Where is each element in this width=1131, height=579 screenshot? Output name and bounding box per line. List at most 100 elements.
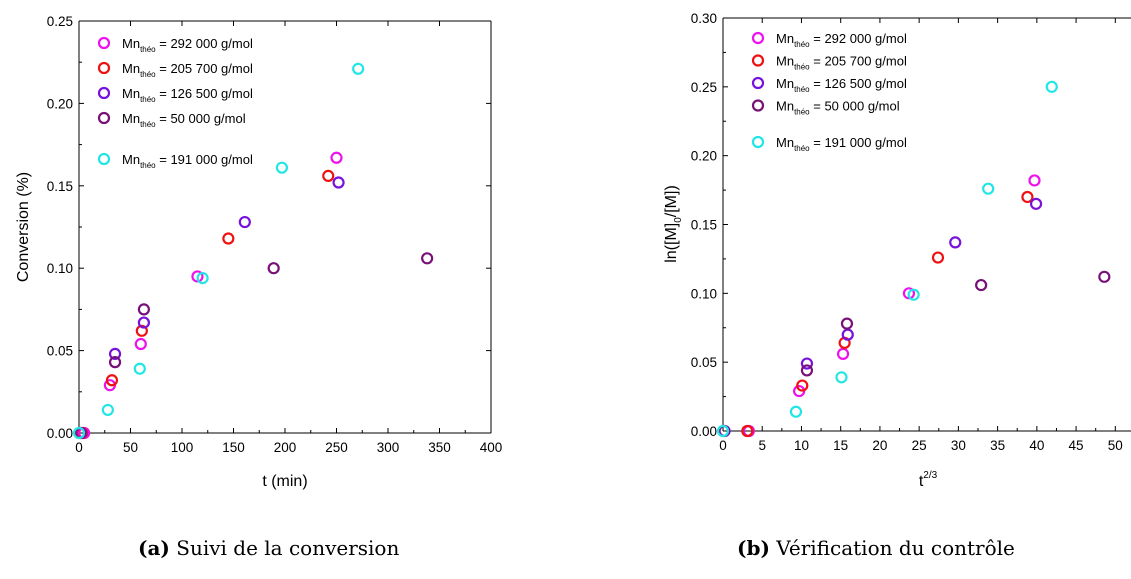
chart-2-legend-label: Mnthéo = 292 000 g/mol — [776, 31, 907, 49]
chart-1-series-2-point — [222, 232, 235, 245]
chart-2-series-3-point — [949, 236, 962, 249]
chart-1-series-2-point — [105, 374, 119, 387]
chart-2-series-3-point — [800, 357, 814, 370]
chart-1-series-5-point — [72, 426, 86, 440]
chart-1-legend-marker — [97, 36, 111, 50]
chart-1-x-tick-label: 250 — [325, 440, 348, 455]
chart-2-series-2-point — [931, 251, 945, 264]
chart-1-series-3-point — [137, 316, 150, 329]
chart-2-y-tick-label: 0.00 — [691, 424, 717, 439]
chart-2-series-1-point — [836, 347, 850, 361]
chart-1-legend-label: Mnthéo = 126 500 g/mol — [122, 86, 253, 104]
caption-a-text: Suivi de la conversion — [176, 536, 400, 560]
chart-1-series-3-point — [332, 176, 345, 189]
chart-1-series-5-point — [133, 362, 146, 375]
chart-2-series-3-point — [1029, 197, 1043, 210]
chart-2-x-axis-label: t2/3 — [919, 470, 938, 490]
chart-1-x-tick-label: 350 — [428, 440, 451, 455]
chart-2-y-tick-label: 0.15 — [691, 218, 717, 233]
chart-2-x-tick-label: 25 — [912, 438, 927, 453]
chart-2-series-2-point — [741, 424, 754, 438]
chart-1-y-tick-label: 0.25 — [47, 14, 73, 29]
chart-2-legend-label: Mnthéo = 126 500 g/mol — [776, 76, 907, 94]
chart-2-series-2-point — [1021, 190, 1034, 204]
chart-2-y-axis-label: ln([M]0/[M]) — [663, 185, 684, 263]
chart-2-y-tick-label: 0.20 — [691, 149, 717, 164]
chart-2-series-4-point — [975, 278, 988, 292]
chart-2-legend-marker — [751, 76, 765, 90]
chart-1-x-tick-label: 200 — [274, 440, 297, 455]
chart-1-series-2-point — [322, 169, 335, 183]
chart-2-series-5-point — [789, 405, 803, 418]
chart-1-x-tick-label: 400 — [480, 440, 503, 455]
chart-1-series-3-point — [108, 347, 122, 360]
chart-1-legend-marker — [97, 111, 111, 125]
chart-1-x-axis-label: t (min) — [262, 473, 307, 490]
chart-2-x-tick-label: 10 — [794, 438, 809, 453]
chart-2-series-5-point — [835, 371, 848, 384]
chart-2-series-5-point — [907, 288, 920, 301]
chart-1-x-tick-label: 0 — [75, 440, 83, 455]
chart-1-x-tick-label: 100 — [171, 440, 194, 455]
chart-1-series-5-point — [101, 403, 114, 417]
chart-2-legend-label: Mnthéo = 191 000 g/mol — [776, 135, 907, 153]
chart-2-y-tick-label: 0.25 — [691, 80, 717, 95]
chart-1-y-tick-label: 0.05 — [47, 344, 73, 359]
chart-2-series-4-point — [800, 364, 814, 377]
chart-1-series-4-point — [137, 303, 150, 316]
chart-1-y-axis-label: Conversion (%) — [15, 172, 32, 282]
chart-2-x-tick-label: 50 — [1108, 438, 1123, 453]
caption-b: (b) Vérification du contrôle — [737, 536, 1015, 560]
chart-2-y-tick-label: 0.10 — [691, 286, 717, 301]
chart-1-legend-marker — [97, 86, 111, 100]
chart-2-x-tick-label: 35 — [990, 438, 1005, 453]
chart-2-x-tick-label: 30 — [951, 438, 966, 453]
chart-1-series-5-point — [275, 161, 289, 174]
chart-2-x-tick-label: 15 — [833, 438, 848, 453]
chart-2-legend-label: Mnthéo = 50 000 g/mol — [776, 99, 900, 117]
chart-2-legend-marker — [751, 99, 765, 112]
chart-1-y-tick-label: 0.20 — [47, 96, 73, 111]
chart-1-y-tick-label: 0.00 — [47, 426, 73, 441]
chart-1-series-5-point — [196, 271, 209, 285]
caption-a-tag: (a) — [138, 536, 170, 560]
chart-1-series-1-point — [134, 337, 147, 351]
chart-2-legend-marker — [751, 31, 765, 45]
chart-2-x-tick-label: 40 — [1029, 438, 1044, 453]
chart-1-series-2-point — [135, 324, 148, 337]
chart-2-series-1-point — [1028, 174, 1041, 187]
chart-1-series-4-point — [421, 252, 434, 265]
chart-1-legend-marker — [97, 152, 111, 166]
chart-2-legend-marker — [751, 135, 765, 149]
chart-1-legend-label: Mnthéo = 292 000 g/mol — [122, 36, 253, 54]
chart-2-legend-marker — [751, 54, 765, 67]
chart-1-series-4-point — [108, 356, 122, 369]
chart-2-x-tick-label: 5 — [758, 438, 766, 453]
chart-1-x-tick-label: 50 — [123, 440, 138, 455]
chart-1-series-1-point — [330, 151, 343, 164]
chart-1-series-1-point — [191, 270, 204, 283]
chart-2-x-tick-label: 0 — [719, 438, 727, 453]
caption-b-tag: (b) — [737, 536, 770, 560]
chart-1-y-tick-label: 0.15 — [47, 179, 73, 194]
chart-2-series-5-point — [1045, 80, 1058, 93]
chart-2-series-4-point — [1098, 270, 1111, 283]
chart-2-series-4-point — [840, 317, 854, 330]
chart-2-x-tick-label: 45 — [1069, 438, 1084, 453]
chart-2-series-2-point — [796, 379, 809, 392]
chart-1-legend-label: Mnthéo = 191 000 g/mol — [122, 152, 253, 170]
chart-1-legend-marker — [97, 61, 111, 75]
caption-a: (a) Suivi de la conversion — [138, 536, 399, 560]
chart-1-series-5-point — [352, 62, 365, 75]
chart-2-legend-label: Mnthéo = 205 700 g/mol — [776, 54, 907, 72]
chart-2-y-tick-label: 0.30 — [691, 11, 717, 26]
chart-1-series-4-point — [267, 262, 280, 275]
chart-2-series-5-point — [716, 424, 730, 438]
chart-2-series-5-point — [982, 182, 995, 195]
chart-2-y-tick-label: 0.05 — [691, 355, 717, 370]
chart-1-legend-label: Mnthéo = 50 000 g/mol — [122, 111, 246, 129]
chart-1-series-3-point — [238, 215, 251, 229]
chart-1-x-tick-label: 300 — [377, 440, 400, 455]
chart-1-x-tick-label: 150 — [222, 440, 245, 455]
